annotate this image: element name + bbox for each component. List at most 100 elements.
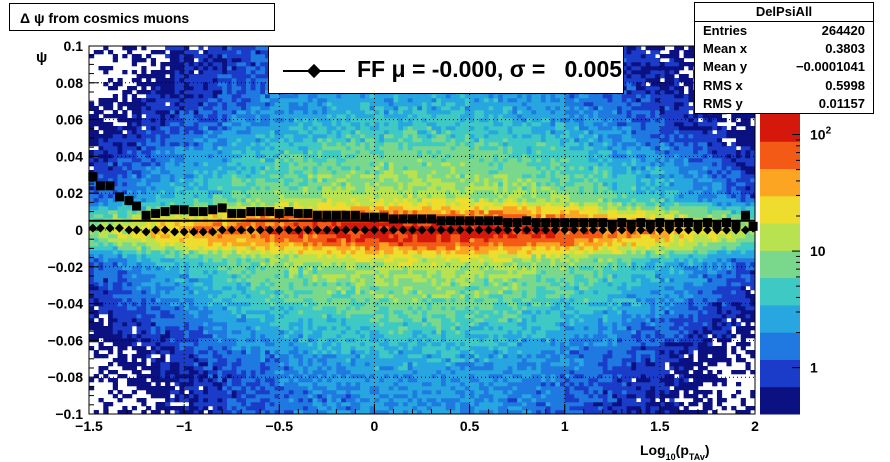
heatmap-cell [188, 258, 195, 263]
heatmap-cell [179, 326, 185, 331]
heatmap-cell [98, 266, 104, 271]
heatmap-cell [222, 150, 228, 155]
heatmap-cell [293, 250, 299, 255]
heatmap-cell [274, 238, 280, 243]
heatmap-cell [131, 366, 137, 371]
heatmap-cell [160, 86, 166, 91]
heatmap-cell [169, 130, 176, 135]
heatmap-cell [293, 206, 299, 211]
heatmap-cell [98, 210, 104, 215]
heatmap-cell [284, 194, 290, 199]
heatmap-cell [155, 302, 161, 307]
heatmap-cell [193, 378, 199, 383]
heatmap-cell [303, 334, 309, 339]
heatmap-cell [198, 378, 204, 383]
heatmap-cell [207, 118, 214, 123]
heatmap-cell [303, 110, 309, 115]
heatmap-cell [245, 250, 252, 255]
heatmap-cell [355, 382, 361, 387]
heatmap-cell [226, 222, 233, 227]
heatmap-cell [269, 246, 275, 251]
heatmap-cell [265, 170, 271, 175]
heatmap-cell [322, 294, 328, 299]
heatmap-cell [108, 178, 114, 183]
heatmap-cell [269, 406, 275, 411]
heatmap-cell [222, 138, 228, 143]
heatmap-cell [312, 154, 318, 159]
heatmap-cell [298, 306, 304, 311]
heatmap-cell [317, 310, 323, 315]
heatmap-cell [98, 366, 104, 371]
heatmap-cell [298, 106, 304, 111]
heatmap-cell [350, 254, 356, 259]
heatmap-cell [279, 306, 285, 311]
heatmap-cell [222, 142, 228, 147]
heatmap-cell [322, 194, 328, 199]
heatmap-cell [331, 366, 337, 371]
heatmap-cell [350, 310, 356, 315]
heatmap-cell [250, 250, 256, 255]
heatmap-cell [108, 194, 114, 199]
heatmap-cell [269, 410, 275, 415]
heatmap-cell [331, 398, 337, 403]
heatmap-cell [250, 74, 256, 79]
heatmap-cell [336, 126, 342, 131]
heatmap-cell [93, 242, 99, 247]
heatmap-cell [203, 278, 209, 283]
heatmap-cell [122, 306, 128, 311]
heatmap-cell [193, 226, 199, 231]
heatmap-cell [274, 370, 280, 375]
heatmap-cell [345, 330, 352, 335]
heatmap-cell [250, 234, 256, 239]
heatmap-cell [350, 322, 356, 327]
heatmap-cell [155, 78, 161, 83]
heatmap-cell [360, 278, 366, 283]
heatmap-cell [226, 86, 233, 91]
heatmap-cell [355, 194, 361, 199]
heatmap-cell [207, 170, 214, 175]
heatmap-cell [179, 174, 185, 179]
heatmap-cell [141, 374, 147, 379]
heatmap-cell [207, 306, 214, 311]
heatmap-cell [174, 394, 180, 399]
heatmap-cell [255, 46, 261, 51]
heatmap-cell [284, 290, 290, 295]
heatmap-cell [284, 358, 290, 363]
heatmap-cell [341, 366, 347, 371]
heatmap-cell [174, 282, 180, 287]
heatmap-cell [198, 354, 204, 359]
heatmap-cell [141, 290, 147, 295]
heatmap-cell [288, 318, 294, 323]
heatmap-cell [260, 158, 266, 163]
heatmap-cell [322, 258, 328, 263]
heatmap-cell [345, 202, 352, 207]
heatmap-cell [293, 290, 299, 295]
heatmap-cell [184, 386, 190, 391]
heatmap-cell [322, 334, 328, 339]
heatmap-cell [260, 314, 266, 319]
heatmap-cell [245, 150, 252, 155]
heatmap-cell [112, 98, 118, 103]
heatmap-cell [322, 182, 328, 187]
heatmap-cell [355, 142, 361, 147]
heatmap-cell [217, 82, 223, 87]
heatmap-cell [117, 254, 123, 259]
heatmap-cell [260, 194, 266, 199]
heatmap-cell [331, 302, 337, 307]
heatmap-cell [345, 98, 352, 103]
heatmap-cell [198, 242, 204, 247]
heatmap-cell [188, 202, 195, 207]
heatmap-cell [307, 162, 313, 167]
heatmap-cell [326, 202, 333, 207]
heatmap-cell [284, 198, 290, 203]
heatmap-cell [203, 326, 209, 331]
heatmap-cell [360, 286, 366, 291]
heatmap-cell [188, 234, 195, 239]
heatmap-cell [317, 166, 323, 171]
heatmap-cell [284, 142, 290, 147]
heatmap-cell [269, 270, 275, 275]
heatmap-cell [212, 86, 218, 91]
heatmap-cell [108, 330, 114, 335]
heatmap-cell [279, 254, 285, 259]
heatmap-cell [160, 254, 166, 259]
